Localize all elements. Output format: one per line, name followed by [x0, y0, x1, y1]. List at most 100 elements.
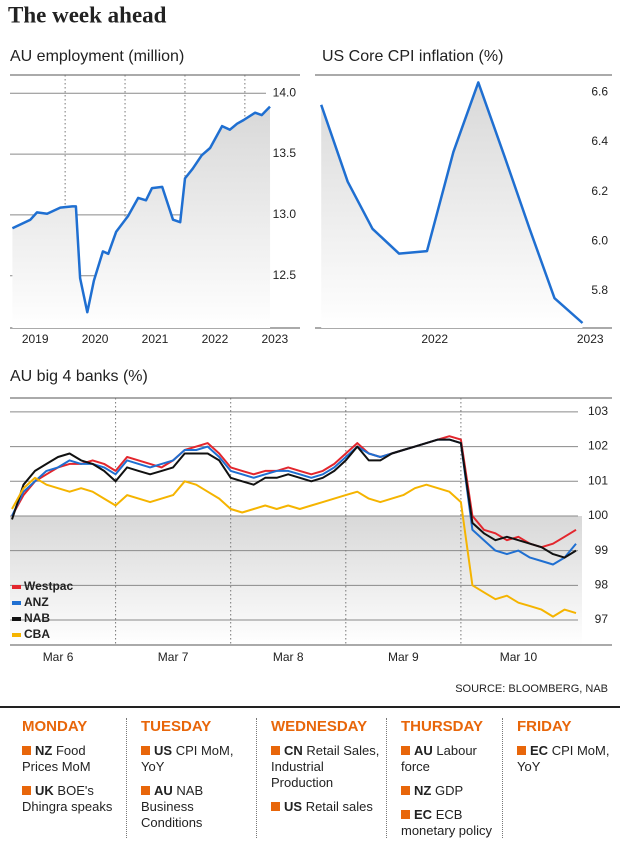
source: SOURCE: BLOOMBERG, NAB [455, 683, 608, 695]
x-tick-label: 2023 [577, 332, 604, 346]
y-tick-label: 12.5 [273, 268, 297, 282]
day-column: THURSDAY AU Labour force NZ GDP EC ECB mone… [386, 718, 502, 838]
bullet [22, 746, 31, 755]
legend-swatch [12, 585, 21, 589]
page-title: The week ahead [8, 2, 167, 27]
event-text: Food Prices MoM [22, 743, 91, 774]
x-tick-label: 2022 [421, 332, 448, 346]
x-tick-label: Mar 10 [500, 650, 538, 664]
y-tick-label: 102 [588, 439, 608, 453]
x-tick-label: 2023 [261, 332, 288, 346]
event-text: Retail Sales, Industrial Production [271, 743, 380, 790]
x-tick-label: 2020 [82, 332, 109, 346]
day-label: FRIDAY [517, 718, 572, 735]
x-tick-label: 2021 [142, 332, 169, 346]
series-line [11, 438, 577, 559]
country-code: EC [414, 807, 433, 822]
bullet [401, 810, 410, 819]
event: US Retail sales [271, 799, 380, 815]
legend-label: ANZ [24, 595, 49, 609]
day-label: MONDAY [22, 718, 88, 735]
y-tick-label: 5.8 [591, 283, 608, 297]
series-line [11, 438, 577, 566]
event: US CPI MoM, YoY [141, 743, 250, 775]
legend-swatch [12, 617, 21, 621]
event-text: Labour force [401, 743, 477, 774]
area-fill [12, 106, 271, 328]
day-column: TUESDAY US CPI MoM, YoY AU NAB Business Co… [126, 718, 256, 838]
country-code: UK [35, 783, 54, 798]
country-code: EC [530, 743, 549, 758]
bullet [141, 786, 150, 795]
country-code: AU [154, 783, 173, 798]
bullet [401, 746, 410, 755]
event-text: CPI MoM, YoY [141, 743, 234, 774]
event: CN Retail Sales, Industrial Production [271, 743, 380, 791]
bullet [141, 746, 150, 755]
event-text: BOE's Dhingra speaks [22, 783, 113, 814]
event-text: GDP [434, 783, 464, 798]
x-tick-label: 2022 [202, 332, 229, 346]
day-column: FRIDAY EC CPI MoM, YoY [502, 718, 620, 838]
x-tick-label: Mar 7 [158, 650, 189, 664]
event-text: NAB Business Conditions [141, 783, 204, 830]
event: UK BOE's Dhingra speaks [22, 783, 120, 815]
y-tick-label: 103 [588, 404, 608, 418]
infographic: The week ahead AU employment (million) 12… [8, 2, 612, 695]
chart-title: US Core CPI inflation (%) [322, 48, 503, 65]
day-column: WEDNESDAY CN Retail Sales, Industrial Pro… [256, 718, 386, 838]
y-tick-label: 99 [595, 543, 609, 557]
y-tick-label: 14.0 [273, 85, 297, 99]
legend-label: NAB [24, 611, 50, 625]
series-line [11, 435, 577, 549]
country-code: AU [414, 743, 433, 758]
chart-title: AU big 4 banks (%) [10, 368, 148, 385]
x-tick-label: Mar 9 [388, 650, 419, 664]
country-code: US [154, 743, 173, 758]
x-tick-label: Mar 6 [43, 650, 74, 664]
y-tick-label: 100 [588, 508, 608, 522]
day-label: WEDNESDAY [271, 718, 368, 735]
country-code: CN [284, 743, 303, 758]
country-code: US [284, 799, 303, 814]
event: AU Labour force [401, 743, 496, 775]
day-label: THURSDAY [401, 718, 483, 735]
legend-swatch [12, 601, 21, 605]
y-tick-label: 13.0 [273, 207, 297, 221]
chart-title: AU employment (million) [10, 48, 184, 65]
country-code: NZ [414, 783, 432, 798]
event: NZ Food Prices MoM [22, 743, 120, 775]
y-tick-label: 6.4 [591, 134, 608, 148]
y-tick-label: 6.2 [591, 184, 608, 198]
country-code: NZ [35, 743, 53, 758]
shading [10, 516, 582, 645]
event-text: CPI MoM, YoY [517, 743, 610, 774]
event: EC ECB monetary policy [401, 807, 496, 839]
y-tick-label: 98 [595, 578, 609, 592]
y-tick-label: 13.5 [273, 146, 297, 160]
x-tick-label: Mar 8 [273, 650, 304, 664]
y-tick-label: 97 [595, 612, 609, 626]
bullet [271, 802, 280, 811]
event-text: Retail sales [305, 799, 373, 814]
day-label: TUESDAY [141, 718, 212, 735]
y-tick-label: 6.6 [591, 85, 608, 99]
series-line [320, 81, 584, 324]
legend-swatch [12, 633, 21, 637]
calendar: MONDAY NZ Food Prices MoM UK BOE's Dhingra… [0, 706, 620, 846]
event: EC CPI MoM, YoY [517, 743, 614, 775]
event-text: ECB monetary policy [401, 807, 493, 838]
series-line [11, 476, 577, 618]
x-tick-label: 2019 [22, 332, 49, 346]
event: NZ GDP [401, 783, 496, 799]
bullet [517, 746, 526, 755]
bullet [401, 786, 410, 795]
day-column: MONDAY NZ Food Prices MoM UK BOE's Dhingra… [0, 718, 126, 838]
series-line [11, 105, 271, 314]
legend-label: CBA [24, 627, 50, 641]
bullet [271, 746, 280, 755]
y-tick-label: 101 [588, 473, 608, 487]
event: AU NAB Business Conditions [141, 783, 250, 831]
legend-label: Westpac [24, 579, 73, 593]
